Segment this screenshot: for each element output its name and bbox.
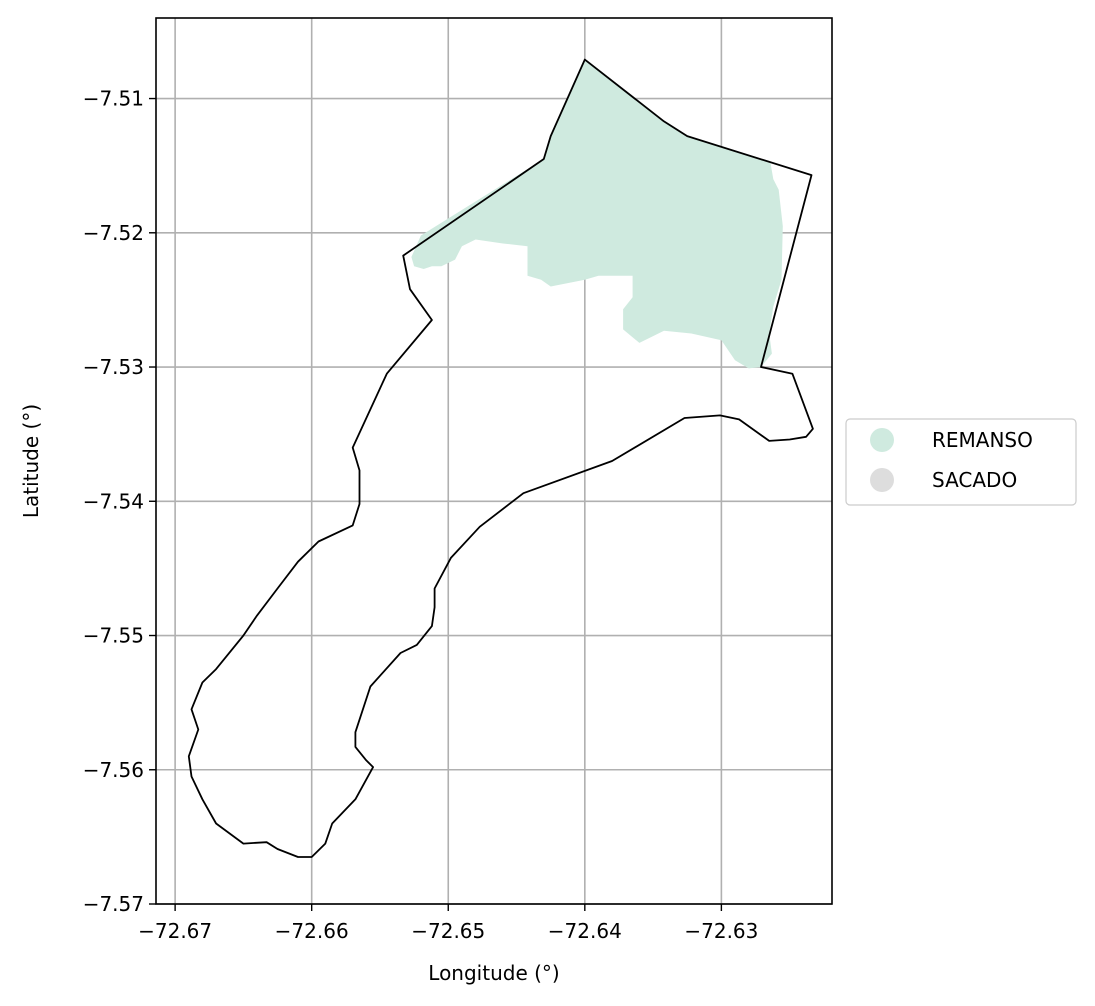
y-axis-label: Latitude (°) <box>19 404 43 518</box>
legend-swatch-remanso <box>870 428 894 452</box>
y-tick-label: −7.53 <box>83 355 144 379</box>
y-tick-label: −7.52 <box>83 221 144 245</box>
x-axis-ticks: −72.67 −72.66 −72.65 −72.64 −72.63 <box>138 904 758 943</box>
region-layer <box>411 59 783 369</box>
y-tick-label: −7.57 <box>83 892 144 916</box>
legend-label-sacado: SACADO <box>932 468 1017 492</box>
boundary-layer <box>187 58 814 858</box>
legend: REMANSO SACADO <box>845 418 1077 506</box>
x-axis-label: Longitude (°) <box>428 961 559 985</box>
legend-swatch-sacado <box>870 468 894 492</box>
y-tick-label: −7.56 <box>83 758 144 782</box>
y-axis-ticks: −7.51 −7.52 −7.53 −7.54 −7.55 −7.56 −7.57 <box>83 87 156 916</box>
study-area-boundary <box>187 58 814 858</box>
x-tick-label: −72.66 <box>275 919 349 943</box>
x-tick-label: −72.65 <box>411 919 485 943</box>
y-tick-label: −7.55 <box>83 624 144 648</box>
plot-frame <box>155 17 833 905</box>
x-tick-label: −72.64 <box>548 919 622 943</box>
y-tick-label: −7.54 <box>83 489 144 513</box>
y-tick-label: −7.51 <box>83 87 144 111</box>
region-remanso <box>411 59 783 369</box>
legend-label-remanso: REMANSO <box>932 428 1033 452</box>
x-tick-label: −72.63 <box>684 919 758 943</box>
legend-box <box>845 418 1077 506</box>
x-tick-label: −72.67 <box>138 919 212 943</box>
